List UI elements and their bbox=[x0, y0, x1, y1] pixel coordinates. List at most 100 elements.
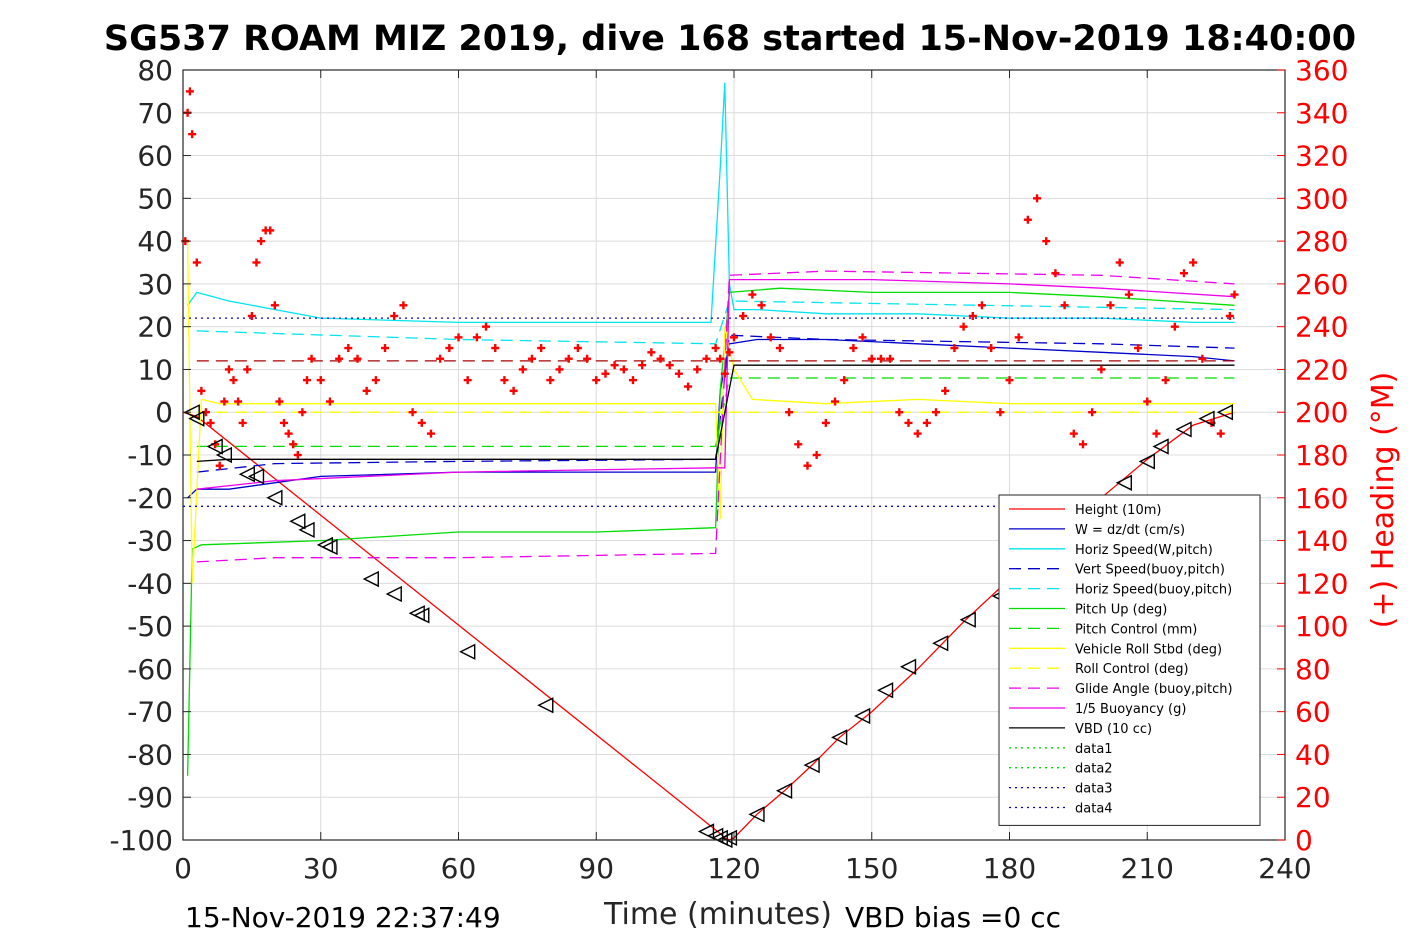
y-right-tick-label: 200 bbox=[1295, 396, 1348, 429]
heading-point bbox=[188, 130, 197, 139]
heading-point bbox=[426, 429, 435, 438]
heading-point bbox=[234, 397, 243, 406]
vbd-marker bbox=[831, 729, 848, 746]
x-tick-label: 210 bbox=[1121, 852, 1174, 885]
heading-point bbox=[220, 397, 229, 406]
y-right-tick-label: 0 bbox=[1295, 824, 1313, 857]
heading-point bbox=[445, 344, 454, 353]
vbd-marker bbox=[321, 538, 338, 556]
y-left-tick-label: -80 bbox=[127, 738, 173, 771]
heading-point bbox=[619, 365, 628, 374]
heading-point bbox=[886, 354, 895, 363]
x-axis-label: Time (minutes) bbox=[603, 897, 832, 932]
y-right-tick-label: 40 bbox=[1295, 738, 1331, 771]
heading-point bbox=[1152, 429, 1161, 438]
legend-entry: Horiz Speed(W,pitch) bbox=[1075, 543, 1213, 558]
heading-point bbox=[1023, 215, 1032, 224]
heading-point bbox=[192, 258, 201, 267]
heading-point bbox=[720, 369, 729, 378]
y-left-tick-label: -30 bbox=[127, 525, 173, 558]
y-right-tick-label: 100 bbox=[1295, 610, 1348, 643]
heading-point bbox=[684, 382, 693, 391]
vbd-marker bbox=[959, 611, 976, 628]
heading-point bbox=[794, 440, 803, 449]
heading-point bbox=[275, 397, 284, 406]
x-tick-label: 30 bbox=[303, 852, 339, 885]
y-right-tick-label: 60 bbox=[1295, 696, 1331, 729]
legend-entry: Glide Angle (buoy,pitch) bbox=[1075, 682, 1233, 697]
vbd-marker bbox=[206, 438, 223, 455]
heading-point bbox=[284, 429, 293, 438]
heading-point bbox=[344, 344, 353, 353]
heading-point bbox=[638, 361, 647, 370]
heading-point bbox=[252, 258, 261, 267]
heading-point bbox=[858, 333, 867, 342]
heading-point bbox=[757, 301, 766, 310]
heading-point bbox=[509, 386, 518, 395]
heading-point bbox=[996, 408, 1005, 417]
heading-point bbox=[1124, 290, 1133, 299]
heading-point bbox=[491, 344, 500, 353]
heading-point bbox=[229, 376, 238, 385]
heading-point bbox=[302, 376, 311, 385]
y-left-tick-label: 20 bbox=[137, 311, 173, 344]
vbd-marker bbox=[459, 643, 476, 660]
heading-point bbox=[316, 376, 325, 385]
y-right-tick-label: 260 bbox=[1295, 268, 1348, 301]
heading-point bbox=[1225, 311, 1234, 320]
vbd-marker bbox=[1138, 453, 1155, 470]
legend-entry: 1/5 Buoyancy (g) bbox=[1075, 702, 1186, 717]
heading-point bbox=[748, 290, 757, 299]
heading-point bbox=[381, 344, 390, 353]
vbd-marker bbox=[385, 585, 402, 603]
heading-point bbox=[399, 301, 408, 310]
heading-point bbox=[335, 354, 344, 363]
heading-point bbox=[362, 386, 371, 395]
heading-point bbox=[895, 408, 904, 417]
legend-entry: data4 bbox=[1075, 802, 1113, 817]
vbd-marker bbox=[1152, 438, 1169, 455]
heading-point bbox=[408, 408, 417, 417]
y-right-tick-label: 300 bbox=[1295, 182, 1348, 215]
heading-point bbox=[257, 237, 266, 246]
heading-point bbox=[725, 348, 734, 357]
heading-point bbox=[821, 418, 830, 427]
y-right-tick-label: 160 bbox=[1295, 482, 1348, 515]
vbd-marker bbox=[720, 829, 738, 846]
vbd-marker bbox=[266, 489, 283, 506]
legend-entry: VBD (10 cc) bbox=[1075, 722, 1152, 737]
heading-point bbox=[390, 311, 399, 320]
y-left-tick-label: 30 bbox=[137, 268, 173, 301]
heading-point bbox=[1069, 429, 1078, 438]
y-left-tick-label: 70 bbox=[137, 97, 173, 130]
series-line-vehicle-roll-stbd-deg bbox=[186, 241, 1235, 584]
heading-point bbox=[693, 365, 702, 374]
legend-entry: Vert Speed(buoy,pitch) bbox=[1075, 563, 1225, 578]
heading-point bbox=[1106, 301, 1115, 310]
vbd-marker bbox=[899, 658, 917, 675]
y-left-tick-label: 60 bbox=[137, 140, 173, 173]
heading-point bbox=[977, 301, 986, 310]
vbd-marker bbox=[932, 635, 949, 652]
footer-vbd-bias: VBD bias =0 cc bbox=[845, 901, 1061, 934]
vbd-marker bbox=[362, 570, 379, 588]
vbd-marker bbox=[775, 782, 793, 799]
heading-point bbox=[224, 365, 233, 374]
heading-point bbox=[867, 354, 876, 363]
y-left-tick-label: 10 bbox=[137, 353, 173, 386]
y-right-tick-label: 20 bbox=[1295, 781, 1331, 814]
y-left-tick-label: -90 bbox=[127, 781, 173, 814]
heading-point bbox=[454, 333, 463, 342]
heading-point bbox=[238, 418, 247, 427]
heading-point bbox=[266, 226, 275, 235]
heading-point bbox=[472, 333, 481, 342]
heading-point bbox=[417, 418, 426, 427]
legend-entry: data1 bbox=[1075, 742, 1113, 757]
y-right-tick-label: 220 bbox=[1295, 353, 1348, 386]
vbd-marker bbox=[188, 410, 205, 427]
heading-point bbox=[1078, 440, 1087, 449]
heading-point bbox=[730, 333, 738, 342]
vbd-marker bbox=[215, 446, 233, 464]
legend-entry: Height (10m) bbox=[1075, 503, 1161, 518]
heading-point bbox=[1097, 365, 1106, 374]
